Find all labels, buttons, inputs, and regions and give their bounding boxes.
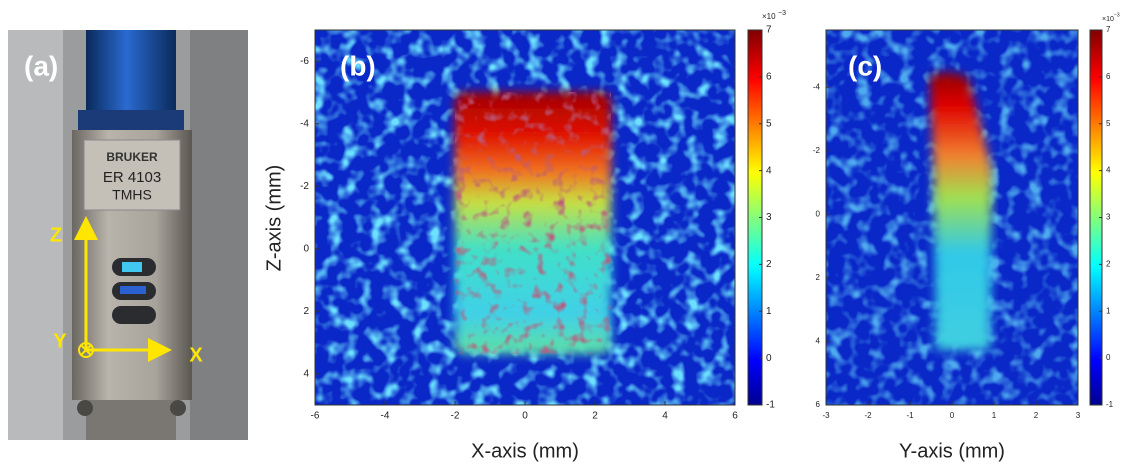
y-tick-label: -2 — [813, 146, 821, 155]
y-tick-label: 0 — [816, 209, 821, 218]
colorbar-tick-label: 6 — [1106, 72, 1111, 81]
x-tick-label: -3 — [822, 411, 830, 420]
colorbar-tick-label: 5 — [766, 118, 772, 129]
colorbar-scale: ×10 — [762, 12, 776, 21]
colorbar-tick-label: 0 — [766, 353, 772, 364]
x-axis-label: X-axis (mm) — [471, 440, 579, 462]
x-tick-label: 6 — [732, 411, 738, 422]
y-tick-label: 2 — [303, 306, 309, 317]
colorbar-tick-label: 2 — [1106, 259, 1111, 268]
photo — [8, 30, 248, 440]
axis-name: X — [189, 344, 203, 366]
colorbar-tick-label: 7 — [1106, 25, 1111, 34]
colorbar-tick-label: -1 — [766, 400, 775, 411]
colorbar-tick-label: 4 — [766, 165, 772, 176]
y-tick-label: -4 — [813, 82, 821, 91]
colorbar-scale: ×10 — [1102, 16, 1114, 23]
x-tick-label: -1 — [906, 411, 914, 420]
panel-label: (b) — [340, 50, 376, 81]
x-tick-label: -6 — [311, 411, 320, 422]
photo-text: TMHS — [112, 187, 152, 203]
y-tick-label: 4 — [816, 337, 821, 346]
photo-text: ER 4103 — [103, 169, 161, 186]
colorbar-tick-label: 2 — [766, 259, 772, 270]
x-tick-label: 0 — [522, 411, 528, 422]
axis-name: Y — [53, 330, 67, 352]
x-tick-label: -4 — [381, 411, 390, 422]
colorbar-tick-label: 1 — [766, 306, 772, 317]
colorbar-tick-label: 7 — [766, 25, 772, 36]
heatmap — [315, 30, 735, 405]
colorbar-tick-label: 3 — [1106, 213, 1111, 222]
x-tick-label: 0 — [950, 411, 955, 420]
colorbar-scale-exponent: −3 — [1114, 12, 1120, 18]
x-tick-label: 2 — [592, 411, 598, 422]
colorbar-tick-label: 5 — [1106, 119, 1111, 128]
colorbar-tick-label: 3 — [766, 212, 772, 223]
y-tick-label: 6 — [816, 400, 821, 409]
colorbar-tick-label: 6 — [766, 72, 772, 83]
y-tick-label: -2 — [300, 181, 309, 192]
panel-label: (c) — [848, 50, 882, 81]
y-tick-label: 4 — [303, 368, 309, 379]
heatmap — [826, 30, 1078, 405]
x-tick-label: 3 — [1076, 411, 1081, 420]
axis-name: Z — [50, 224, 62, 246]
x-axis-label: Y-axis (mm) — [899, 440, 1005, 462]
x-tick-label: 1 — [992, 411, 997, 420]
panel-label: (a) — [24, 50, 58, 81]
colorbar-tick-label: -1 — [1106, 400, 1114, 409]
y-axis-label: Z-axis (mm) — [263, 165, 285, 272]
colorbar-tick-label: 0 — [1106, 353, 1111, 362]
x-tick-label: -2 — [451, 411, 460, 422]
colorbar-scale-exponent: −3 — [778, 10, 786, 17]
colorbar-tick-label: 4 — [1106, 166, 1111, 175]
x-tick-label: 2 — [1034, 411, 1039, 420]
y-tick-label: 2 — [816, 273, 821, 282]
x-tick-label: -2 — [864, 411, 872, 420]
x-tick-label: 4 — [662, 411, 668, 422]
colorbar-tick-label: 1 — [1106, 306, 1111, 315]
y-tick-label: -6 — [300, 56, 309, 67]
photo-text: BRUKER — [106, 150, 158, 164]
y-tick-label: 0 — [303, 243, 309, 254]
y-tick-label: -4 — [300, 118, 309, 129]
